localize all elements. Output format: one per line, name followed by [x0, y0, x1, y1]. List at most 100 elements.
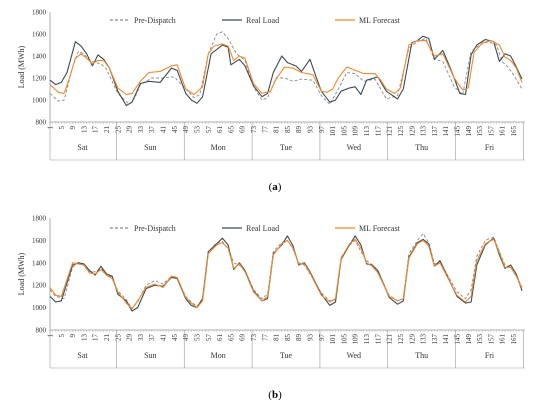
day-label: Fri: [485, 351, 495, 360]
x-tick-label: 81: [273, 126, 281, 134]
series-line-ml-forecast: [49, 40, 523, 96]
x-tick-label: 105: [340, 126, 348, 137]
x-tick-label: 109: [352, 334, 360, 345]
x-tick-label: 5: [58, 334, 66, 338]
x-tick-label: 25: [114, 334, 122, 342]
legend-label: ML Forecast: [359, 224, 401, 233]
x-tick-label: 69: [239, 334, 247, 342]
x-tick-label: 25: [114, 126, 122, 134]
x-tick-label: 97: [318, 334, 326, 342]
x-tick-label: 157: [487, 126, 495, 137]
y-tick-label: 1000: [32, 304, 47, 312]
subcaption: (b): [268, 389, 282, 401]
x-tick-label: 73: [250, 334, 258, 342]
day-label: Sun: [144, 351, 156, 360]
y-tick-label: 1600: [32, 237, 47, 245]
x-tick-label: 121: [386, 334, 394, 345]
x-tick-label: 161: [499, 334, 507, 345]
x-tick-label: 57: [205, 126, 213, 134]
x-tick-label: 89: [295, 126, 303, 134]
x-tick-label: 21: [103, 126, 111, 134]
day-label: Wed: [347, 351, 361, 360]
x-tick-label: 125: [397, 126, 405, 137]
subcaption-paren-close: ): [278, 389, 282, 401]
x-tick-label: 37: [148, 334, 156, 342]
x-tick-label: 61: [216, 334, 224, 342]
chart-a: 800 1000 1200 1400 1600 1800 Load (MWh) 1 5 9 13 17…: [17, 9, 525, 193]
x-tick-label: 37: [148, 126, 156, 134]
x-tick-label: 125: [397, 334, 405, 345]
y-tick-label: 1000: [32, 97, 47, 105]
x-tick-label: 89: [295, 334, 303, 342]
subcaption-paren-open: (: [269, 181, 273, 193]
x-tick-label: 105: [340, 334, 348, 345]
x-tick-label: 45: [171, 334, 179, 342]
x-tick-label: 81: [273, 334, 281, 342]
x-tick-label: 69: [239, 126, 247, 134]
x-tick-label: 21: [103, 334, 111, 342]
day-label: Thu: [415, 143, 428, 152]
series-line-ml-forecast: [49, 238, 523, 310]
series-line-pre-dispatch: [49, 31, 523, 105]
legend-label: Pre-Dispatch: [134, 16, 176, 25]
x-tick-label: 141: [442, 126, 450, 137]
x-tick-label: 113: [363, 334, 371, 345]
legend-label: Real Load: [246, 16, 279, 25]
x-tick-label: 133: [420, 334, 428, 345]
x-tick-label: 137: [431, 334, 439, 345]
day-label: Mon: [211, 351, 226, 360]
x-tick-label: 141: [442, 334, 450, 345]
y-tick-label: 1400: [32, 53, 47, 61]
x-tick-label: 33: [137, 126, 145, 134]
legend-label: Pre-Dispatch: [134, 224, 176, 233]
day-label: Thu: [415, 351, 428, 360]
x-tick-label: 85: [284, 126, 292, 134]
x-tick-label: 61: [216, 126, 224, 134]
subcaption-letter: b: [272, 389, 278, 401]
x-tick-label: 161: [499, 126, 507, 137]
x-tick-label: 41: [160, 126, 168, 134]
x-tick-label: 109: [352, 126, 360, 137]
x-tick-label: 153: [476, 126, 484, 137]
x-tick-label: 53: [193, 126, 201, 134]
y-axis-title: Load (MWh): [17, 252, 26, 295]
day-label: Sat: [77, 143, 88, 152]
series-line-real-load: [49, 35, 523, 107]
x-tick-label: 129: [408, 126, 416, 137]
x-tick-label: 17: [92, 126, 100, 134]
x-tick-label: 149: [465, 126, 473, 137]
x-tick-label: 149: [465, 334, 473, 345]
subcaption-paren-open: (: [268, 389, 272, 401]
y-tick-label: 1800: [32, 9, 47, 17]
x-tick-label: 85: [284, 334, 292, 342]
y-tick-label: 1200: [32, 282, 47, 290]
x-tick-label: 145: [453, 334, 461, 345]
x-tick-label: 137: [431, 126, 439, 137]
x-tick-label: 5: [58, 126, 66, 130]
day-label: Mon: [211, 143, 226, 152]
y-tick-label: 1800: [32, 215, 47, 223]
y-tick-label: 1400: [32, 259, 47, 267]
x-tick-label: 53: [193, 334, 201, 342]
x-tick-label: 93: [307, 334, 315, 342]
x-tick-label: 165: [510, 334, 518, 345]
day-label: Tue: [280, 143, 293, 152]
subcaption-letter: a: [272, 181, 278, 193]
x-tick-label: 1: [47, 126, 55, 130]
legend-label: ML Forecast: [359, 16, 401, 25]
x-tick-label: 73: [250, 126, 258, 134]
x-tick-label: 77: [261, 126, 269, 134]
x-tick-label: 101: [329, 334, 337, 345]
x-tick-label: 49: [182, 126, 190, 134]
y-axis-title: Load (MWh): [17, 45, 26, 88]
x-tick-label: 29: [126, 334, 134, 342]
x-tick-label: 9: [69, 334, 77, 338]
x-tick-label: 157: [487, 334, 495, 345]
y-tick-label: 1200: [32, 75, 47, 83]
x-tick-label: 153: [476, 334, 484, 345]
chart-b: 800 1000 1200 1400 1600 1800 Load (MWh) 1 5 9 13 17…: [17, 215, 525, 401]
day-label: Fri: [485, 143, 495, 152]
x-tick-label: 133: [420, 126, 428, 137]
